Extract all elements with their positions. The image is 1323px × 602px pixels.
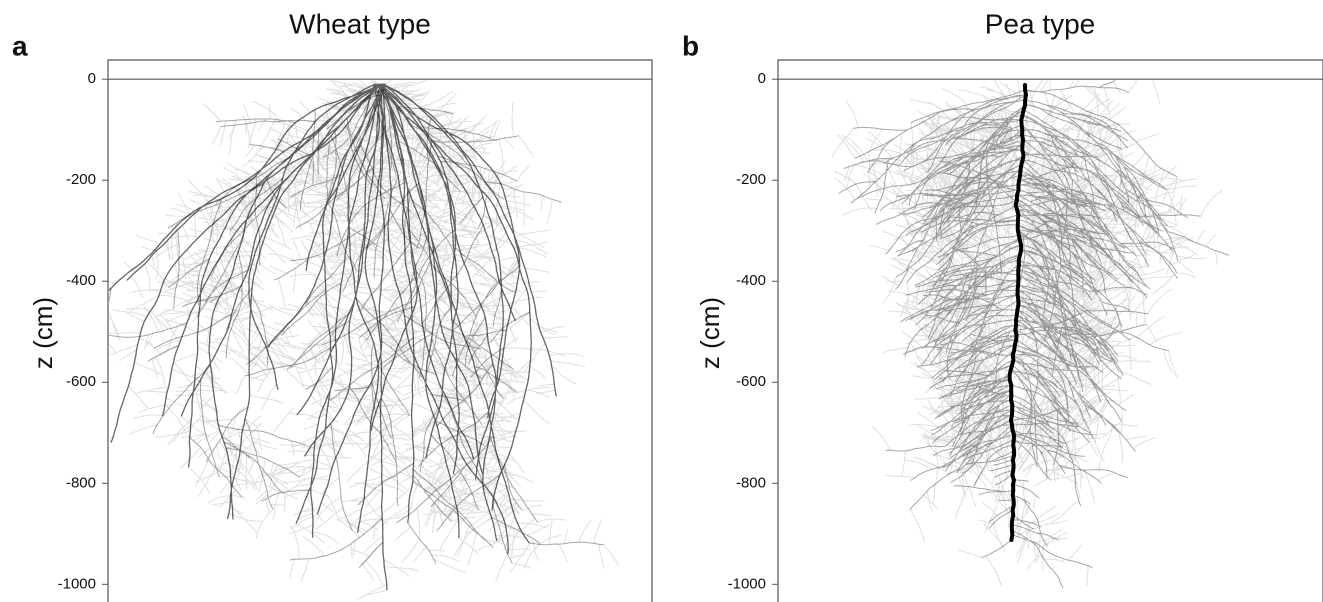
panel-title: Wheat type xyxy=(289,8,431,39)
y-tick-label: -600 xyxy=(66,373,96,390)
y-tick-label: -1000 xyxy=(58,575,96,592)
y-tick-label: -600 xyxy=(736,373,766,390)
panel: b Pea type z (cm) 0 -200 -400 -600 -800 -1000 xyxy=(682,8,1323,602)
lateral-roots xyxy=(838,80,1230,589)
y-axis-label: z (cm) xyxy=(695,297,725,369)
y-tick-label: -200 xyxy=(66,171,96,188)
frame xyxy=(107,59,653,602)
panel-letter: b xyxy=(682,30,699,61)
y-tick-label: 0 xyxy=(88,70,96,87)
panel: a Wheat type z (cm) 0 -200 -400 -600 -800 -1000 xyxy=(12,8,653,602)
y-axis-label: z (cm) xyxy=(28,297,58,369)
y-tick-label: -800 xyxy=(736,474,766,491)
y-tick-label: -400 xyxy=(736,272,766,289)
y-tick-label: -1000 xyxy=(728,575,766,592)
y-tick-label: 0 xyxy=(758,70,766,87)
root-drawing xyxy=(109,80,619,602)
root-hairs xyxy=(831,80,1224,588)
frame xyxy=(777,59,1323,602)
panel-title: Pea type xyxy=(985,8,1096,39)
y-tick-label: -400 xyxy=(66,272,96,289)
main-roots xyxy=(109,83,557,591)
y-tick-label: -800 xyxy=(66,474,96,491)
root-hairs xyxy=(109,80,619,602)
taproot xyxy=(1007,83,1029,542)
y-tick-label: -200 xyxy=(736,171,766,188)
root-drawing xyxy=(831,80,1230,589)
panel-letter: a xyxy=(12,30,28,61)
